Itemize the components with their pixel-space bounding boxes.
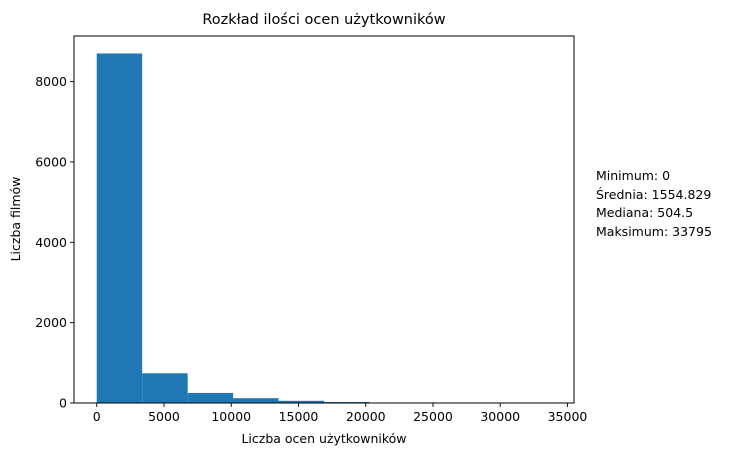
histogram-bar — [233, 398, 279, 403]
histogram-bar — [324, 401, 370, 403]
stat-mean: Średnia: 1554.829 — [596, 186, 712, 202]
stat-median: Mediana: 504.5 — [596, 205, 694, 220]
x-ticks: 0 5000 10000 15000 20000 25000 30000 35000 — [93, 403, 588, 424]
x-tick-label: 30000 — [480, 409, 520, 424]
histogram-bar — [278, 400, 324, 403]
x-tick-label: 25000 — [413, 409, 453, 424]
y-tick-label: 0 — [59, 396, 67, 411]
y-tick-label: 8000 — [35, 74, 67, 89]
histogram-bar — [96, 53, 143, 403]
x-tick-label: 5000 — [148, 409, 180, 424]
y-axis-label: Liczba filmów — [8, 177, 23, 262]
x-tick-label: 20000 — [346, 409, 386, 424]
statistics-box: Minimum: 0 Średnia: 1554.829 Mediana: 50… — [596, 167, 712, 241]
y-tick-label: 2000 — [35, 315, 67, 330]
y-tick-label: 4000 — [35, 235, 67, 250]
x-tick-label: 15000 — [279, 409, 319, 424]
chart-title: Rozkład ilości ocen użytkowników — [202, 12, 445, 28]
x-axis-label: Liczba ocen użytkowników — [241, 431, 406, 446]
y-ticks: 0 2000 4000 6000 8000 — [35, 74, 74, 411]
stat-maximum: Maksimum: 33795 — [596, 223, 712, 239]
plot-frame — [73, 35, 575, 404]
x-tick-label: 0 — [93, 409, 101, 424]
y-tick-label: 6000 — [35, 154, 67, 169]
x-tick-label: 35000 — [548, 409, 588, 424]
stat-minimum: Minimum: 0 — [596, 168, 671, 183]
bars-group — [96, 53, 552, 403]
x-tick-label: 10000 — [211, 409, 251, 424]
histogram-bar — [187, 392, 234, 403]
histogram-bar — [142, 373, 188, 403]
